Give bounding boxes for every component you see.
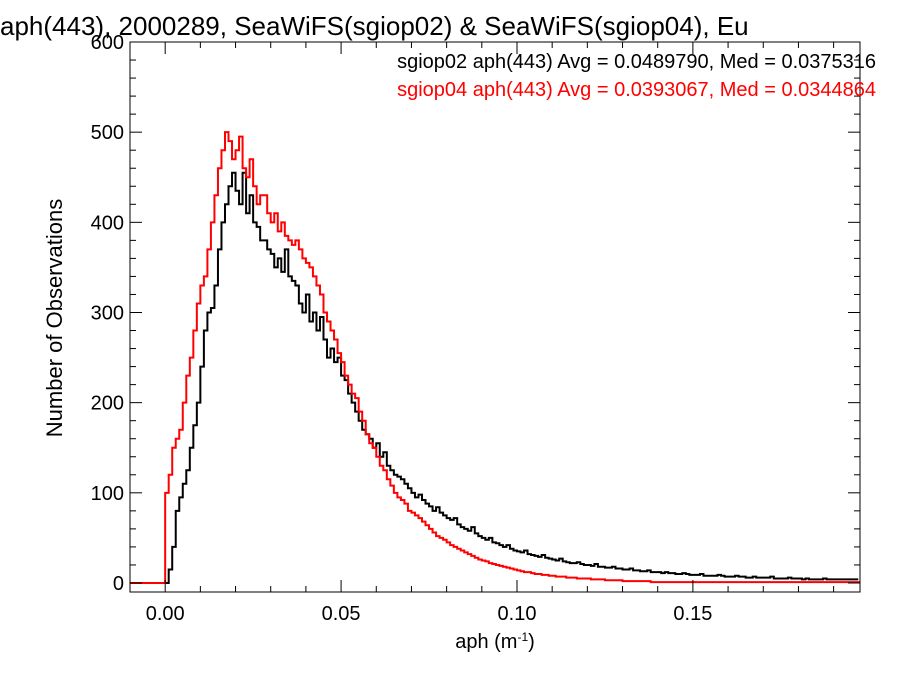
plot-area: 0.00 0.05 0.10 0.15 0 100 200 300 400 500 600 [91,32,861,625]
x-axis-label: aph (m-1) [455,630,535,653]
y-axis-ticks: 0 100 200 300 400 500 600 [91,32,860,595]
y-tick-label: 200 [91,393,124,415]
x-tick-label: 0.00 [146,603,185,625]
y-tick-label: 100 [91,483,124,505]
y-tick-label: 400 [91,212,124,234]
plot-frame [129,41,861,593]
x-axis-label-close: ) [528,631,535,653]
x-axis-label-superscript: -1 [517,630,528,644]
x-tick-label: 0.05 [322,603,361,625]
series-sgiop02-histogram [130,171,859,584]
y-tick-label: 300 [91,302,124,324]
y-tick-label: 0 [113,573,124,595]
x-tick-label: 0.10 [498,603,537,625]
legend-entry-sgiop04: sgiop04 aph(443) Avg = 0.0393067, Med = … [397,79,876,101]
x-axis-ticks: 0.00 0.05 0.10 0.15 [146,42,835,625]
y-tick-label: 500 [91,122,124,144]
legend-entry-sgiop02: sgiop02 aph(443) Avg = 0.0489790, Med = … [397,51,876,73]
y-tick-label: 600 [91,32,124,54]
series-layer [130,131,860,584]
y-axis-label: Number of Observations [42,199,67,437]
x-axis-label-main: aph (m [455,631,517,653]
series-sgiop04-histogram [130,131,860,584]
x-tick-label: 0.15 [673,603,712,625]
chart-title: aph(443), 2000289, SeaWiFS(sgiop02) & Se… [0,11,749,41]
